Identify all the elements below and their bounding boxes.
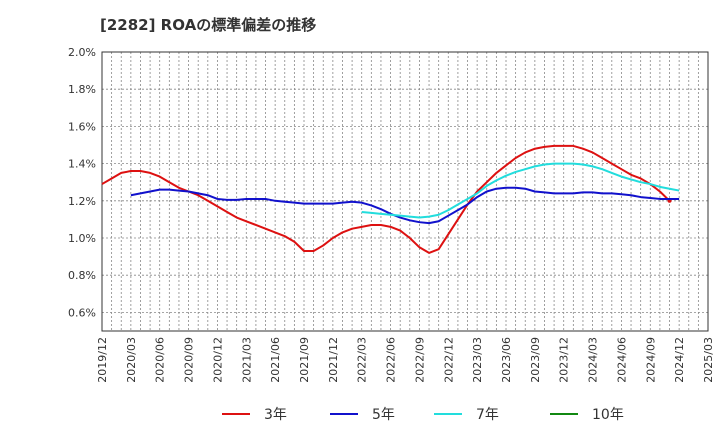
x-tick-label: 2019/12 [96, 337, 109, 383]
series-line-7年 [361, 162, 680, 219]
y-tick-label: 2.0% [68, 46, 96, 59]
x-tick-label: 2025/03 [702, 337, 715, 383]
x-tick-label: 2022/09 [413, 337, 426, 383]
x-tick-label: 2023/06 [500, 337, 513, 383]
x-tick-label: 2020/12 [211, 337, 224, 383]
x-tick-label: 2022/03 [356, 337, 369, 383]
y-tick-label: 1.6% [68, 120, 96, 133]
plot-area-frame [101, 51, 709, 332]
x-tick-label: 2021/06 [269, 337, 282, 383]
legend-label: 10年 [592, 407, 624, 423]
x-tick-label: 2024/09 [644, 337, 657, 383]
y-tick-label: 0.6% [68, 306, 96, 319]
x-tick-label: 2021/09 [298, 337, 311, 383]
x-tick-label: 2023/09 [529, 337, 542, 383]
x-axis-tick-labels: 2019/12 2020/03 2020/06 2020/09 2020/12 2021/… [96, 337, 715, 383]
y-tick-label: 1.8% [68, 83, 96, 96]
x-tick-label: 2020/09 [183, 337, 196, 383]
y-tick-label: 1.4% [68, 158, 96, 171]
grid-lines [102, 51, 708, 331]
x-tick-label: 2022/06 [385, 337, 398, 383]
series-line-3年 [101, 144, 671, 254]
x-tick-label: 2022/12 [442, 337, 455, 383]
y-tick-label: 0.8% [68, 269, 96, 282]
x-tick-label: 2020/06 [154, 337, 167, 383]
series-lines [101, 144, 680, 254]
legend: 3年 5年 7年 10年 [222, 407, 624, 423]
x-tick-label: 2024/06 [615, 337, 628, 383]
legend-label: 7年 [476, 407, 499, 423]
x-tick-label: 2024/03 [587, 337, 600, 383]
y-axis-tick-labels: 0.6% 0.8% 1.0% 1.2% 1.4% 1.6% 1.8% 2.0% [68, 46, 96, 319]
series-line-5年 [130, 186, 680, 225]
legend-label: 3年 [264, 407, 287, 423]
y-tick-label: 1.2% [68, 195, 96, 208]
x-tick-label: 2023/03 [471, 337, 484, 383]
x-tick-label: 2023/12 [558, 337, 571, 383]
y-tick-label: 1.0% [68, 232, 96, 245]
x-tick-label: 2024/12 [673, 337, 686, 383]
legend-label: 5年 [372, 407, 395, 423]
x-tick-label: 2020/03 [125, 337, 138, 383]
x-tick-label: 2021/03 [240, 337, 253, 383]
chart-title: [2282] ROAの標準偏差の推移 [100, 16, 317, 34]
x-tick-label: 2021/12 [327, 337, 340, 383]
